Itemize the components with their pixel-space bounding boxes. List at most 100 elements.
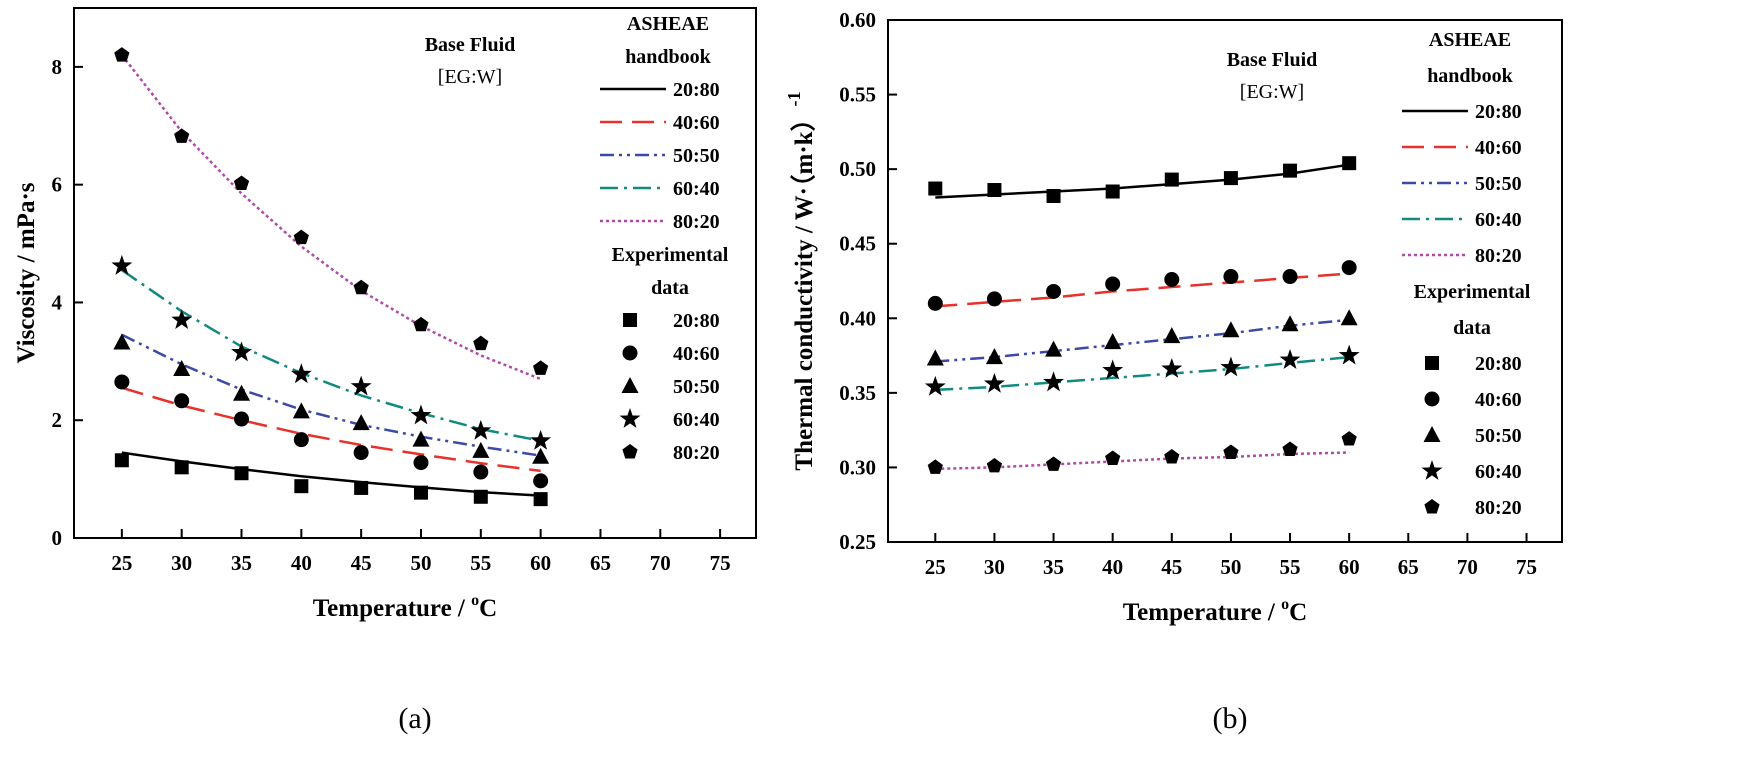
- y-axis-label: Thermal conductivity / W·（m·k）-1: [784, 91, 818, 470]
- data-point-50-50: [1340, 309, 1358, 326]
- y-tick-label: 0.40: [839, 306, 876, 330]
- y-tick-label: 6: [52, 173, 63, 197]
- data-point-50-50: [926, 349, 944, 366]
- data-point-50-50: [1045, 340, 1063, 357]
- plot-frame: [73, 7, 757, 539]
- data-point-20-80: [294, 479, 309, 494]
- data-point-80-20: [174, 128, 190, 143]
- data-point-60-40: [1102, 359, 1124, 380]
- x-axis-label-text: Temperature /: [1123, 599, 1281, 626]
- data-point-80-20: [986, 457, 1003, 473]
- x-tick-label: 50: [1220, 555, 1241, 579]
- legend-marker-label: 40:60: [673, 343, 720, 365]
- data-point-60-40: [111, 254, 133, 275]
- legend-marker-label: 40:60: [1475, 389, 1522, 411]
- data-point-40-60: [473, 464, 489, 480]
- annotation-eg-w: [EG:W]: [1240, 81, 1304, 103]
- data-point-50-50: [1222, 321, 1240, 338]
- data-point-60-40: [1279, 349, 1301, 369]
- legend-marker-label: 60:40: [673, 409, 720, 431]
- data-point-20-80: [1283, 163, 1298, 178]
- y-tick-label: 0.60: [839, 8, 876, 32]
- x-axis-label-degree: o: [471, 592, 479, 609]
- series-line-20-80: [935, 163, 1350, 199]
- data-point-40-60: [927, 295, 943, 311]
- legend-line-label: 60:40: [673, 178, 720, 200]
- x-axis-label-unit: C: [1289, 599, 1307, 626]
- chart-panel-b: 25 30 35 40 45 50 55 60 65 70 75 0.25 0.30 0.35 0.40 0.…: [784, 8, 1563, 735]
- legend-experimental-subtitle: data: [1453, 317, 1491, 339]
- data-point-40-60: [1282, 269, 1298, 285]
- series-line-60-40: [935, 355, 1350, 392]
- data-point-20-80: [234, 466, 249, 481]
- legend-line-label: 80:20: [1475, 245, 1522, 267]
- series-line-80-20: [120, 54, 542, 381]
- data-point-20-80: [473, 489, 488, 504]
- series-line-20-80: [121, 451, 541, 497]
- x-tick-label: 35: [1043, 555, 1064, 579]
- data-point-50-50: [472, 441, 490, 458]
- data-point-80-20: [1282, 441, 1298, 456]
- data-point-80-20: [1164, 448, 1180, 464]
- x-tick-label: 30: [171, 551, 192, 575]
- data-point-60-40: [350, 375, 372, 396]
- y-tick-label: 8: [52, 55, 63, 79]
- data-point-60-40: [231, 341, 252, 362]
- data-point-50-50: [173, 359, 191, 376]
- legend-marker-swatch: [621, 377, 639, 393]
- legend-experimental-subtitle: data: [651, 277, 689, 299]
- data-point-60-40: [983, 372, 1005, 393]
- data-point-40-60: [986, 291, 1002, 307]
- x-tick-label: 45: [351, 551, 372, 575]
- data-point-20-80: [533, 492, 548, 507]
- data-point-20-80: [1342, 156, 1357, 171]
- y-tick-label: 0.45: [839, 232, 876, 256]
- data-point-80-20: [927, 459, 943, 474]
- x-tick-label: 65: [590, 551, 611, 575]
- x-tick-label: 70: [1457, 555, 1478, 579]
- y-axis-label: Viscosity / mPa·s: [13, 182, 40, 363]
- y-tick-label: 0.50: [839, 157, 876, 181]
- data-point-80-20: [1045, 456, 1062, 471]
- data-point-50-50: [1281, 315, 1299, 332]
- data-point-60-40: [171, 309, 193, 330]
- data-point-50-50: [985, 348, 1003, 365]
- data-point-20-80: [1105, 184, 1120, 199]
- y-tick-label: 0.55: [839, 83, 876, 107]
- data-point-40-60: [234, 411, 250, 427]
- legend-marker-swatch: [623, 313, 637, 327]
- data-point-80-20: [233, 175, 250, 190]
- legend-handbook-subtitle: handbook: [625, 46, 711, 68]
- y-axis-label-text: Thermal conductivity / W·（m·k）: [789, 106, 818, 470]
- data-point-60-40: [1220, 356, 1242, 377]
- x-tick-label: 50: [410, 551, 431, 575]
- data-point-20-80: [1046, 188, 1061, 203]
- data-point-60-40: [470, 419, 492, 440]
- series-line-60-40: [121, 269, 541, 443]
- x-tick-label: 40: [1102, 555, 1123, 579]
- legend-handbook-title: ASHEAE: [627, 13, 709, 35]
- y-axis-label-sup: -1: [784, 91, 804, 106]
- annotation-eg-w: [EG:W]: [438, 66, 502, 88]
- x-axis-label: Temperature / oC: [1123, 596, 1307, 626]
- x-axis-label-unit: C: [479, 595, 497, 622]
- x-tick-label: 70: [650, 551, 671, 575]
- x-tick-label: 40: [291, 551, 312, 575]
- y-tick-label: 0.35: [839, 381, 876, 405]
- x-tick-label: 35: [231, 551, 252, 575]
- legend-marker-label: 20:80: [1475, 353, 1522, 375]
- y-tick-label: 0: [52, 526, 63, 550]
- x-tick-label: 75: [1516, 555, 1537, 579]
- data-point-60-40: [924, 375, 946, 396]
- data-point-80-20: [114, 47, 130, 62]
- data-point-80-20: [413, 316, 429, 332]
- y-tick-label: 0.25: [839, 530, 876, 554]
- series-line-40-60: [121, 386, 541, 473]
- data-point-80-20: [1341, 431, 1357, 446]
- data-point-60-40: [290, 363, 312, 384]
- x-tick-label: 30: [984, 555, 1005, 579]
- data-point-20-80: [354, 480, 369, 495]
- data-point-60-40: [1161, 357, 1183, 378]
- legend-marker-label: 50:50: [673, 376, 720, 398]
- legend-line-label: 20:80: [673, 79, 720, 101]
